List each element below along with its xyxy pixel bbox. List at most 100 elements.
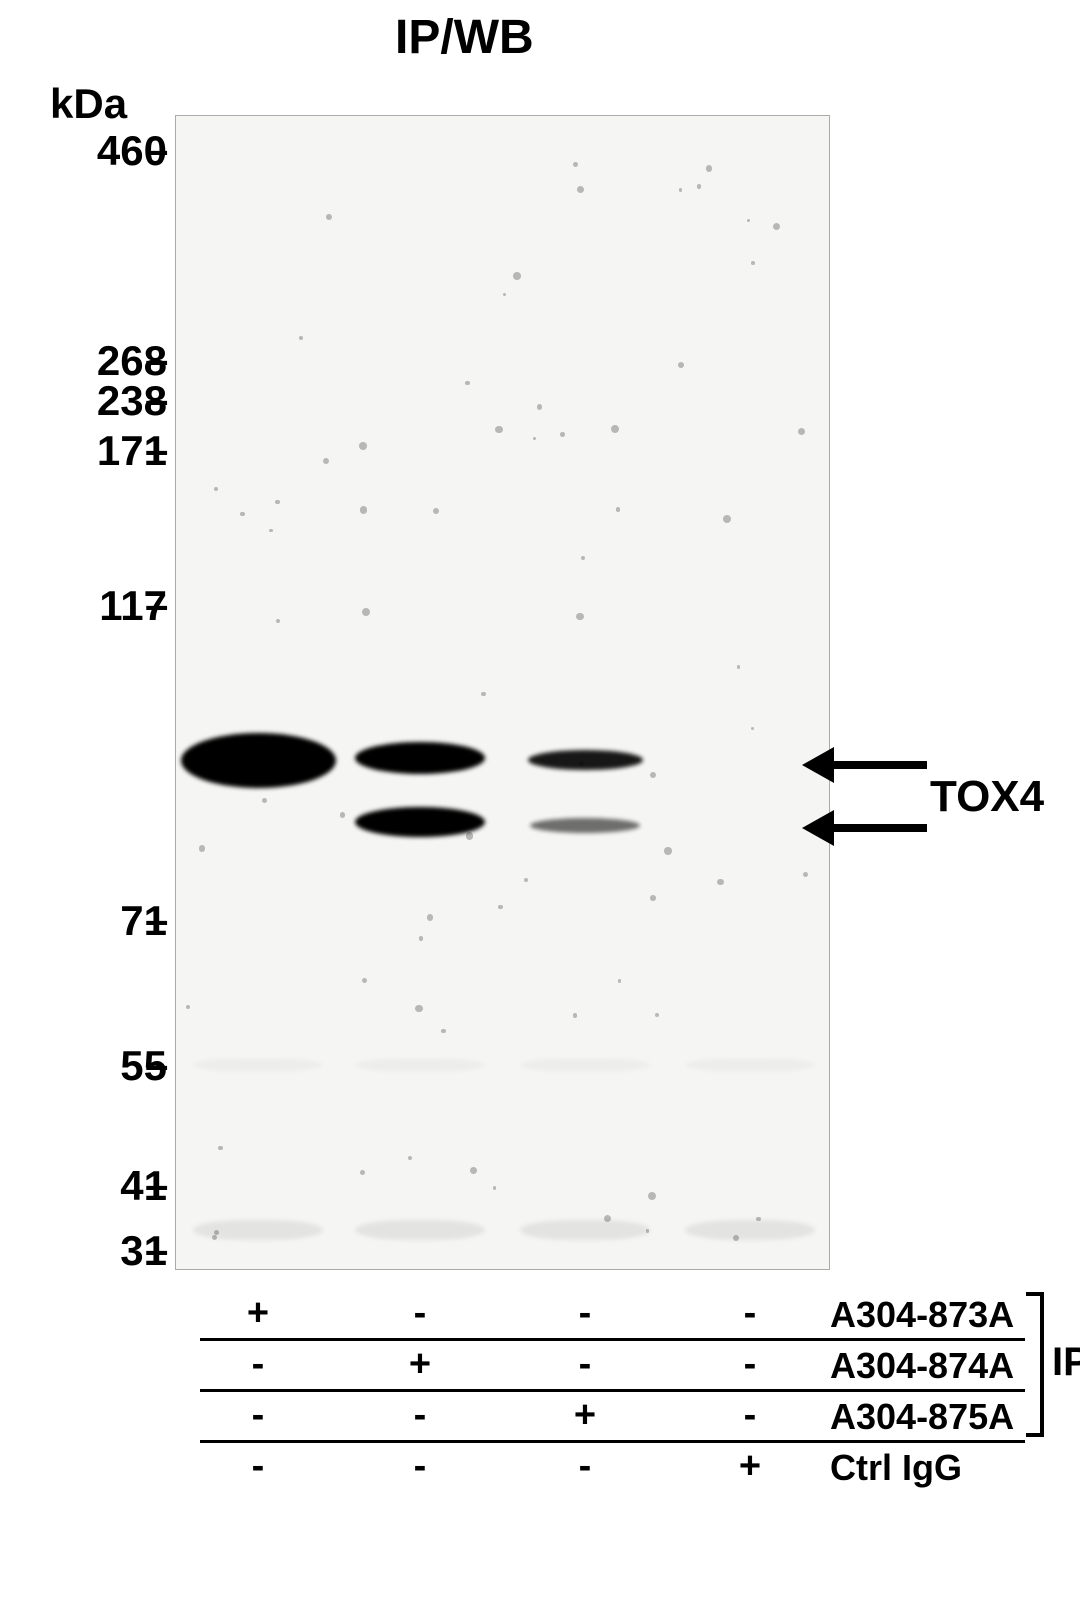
nonspecific-band bbox=[355, 1220, 485, 1240]
nonspecific-band bbox=[520, 1058, 650, 1072]
film-noise bbox=[262, 798, 267, 803]
mw-marker-dash: – bbox=[145, 376, 168, 424]
film-noise bbox=[573, 162, 578, 167]
film-noise bbox=[503, 293, 506, 296]
film-noise bbox=[276, 619, 280, 623]
protein-band bbox=[528, 750, 643, 770]
antibody-id: A304-875A bbox=[830, 1396, 1014, 1438]
film-noise bbox=[470, 1167, 477, 1174]
film-noise bbox=[751, 261, 755, 265]
lane-sign: - bbox=[570, 1445, 600, 1488]
nonspecific-band bbox=[193, 1058, 323, 1072]
ip-bracket-cap-bottom bbox=[1026, 1433, 1040, 1437]
film-noise bbox=[650, 895, 656, 901]
film-noise bbox=[537, 404, 543, 410]
film-noise bbox=[359, 442, 367, 450]
film-noise bbox=[616, 507, 620, 511]
film-noise bbox=[664, 847, 671, 854]
mw-marker-dash: – bbox=[145, 426, 168, 474]
film-noise bbox=[362, 608, 370, 616]
mw-marker-dash: – bbox=[145, 896, 168, 944]
lane-sign: - bbox=[570, 1343, 600, 1386]
film-noise bbox=[199, 845, 205, 851]
lane-sign: - bbox=[243, 1445, 273, 1488]
film-noise bbox=[415, 1005, 422, 1012]
film-noise bbox=[360, 1170, 365, 1175]
lane-sign: - bbox=[735, 1343, 765, 1386]
nonspecific-band bbox=[520, 1220, 650, 1240]
lane-sign: + bbox=[405, 1343, 435, 1386]
film-noise bbox=[427, 914, 433, 920]
film-noise bbox=[269, 529, 272, 532]
nonspecific-band bbox=[685, 1220, 815, 1240]
lane-sign: - bbox=[735, 1292, 765, 1335]
film-noise bbox=[323, 458, 329, 464]
film-noise bbox=[524, 878, 528, 882]
film-noise bbox=[756, 1217, 760, 1221]
ip-bracket-cap-top bbox=[1026, 1292, 1040, 1296]
film-noise bbox=[419, 936, 423, 940]
film-noise bbox=[513, 272, 521, 280]
lane-row-divider bbox=[200, 1389, 1025, 1392]
mw-marker-dash: – bbox=[145, 1041, 168, 1089]
film-noise bbox=[706, 165, 713, 172]
film-noise bbox=[737, 665, 741, 669]
band-arrow-head bbox=[802, 747, 834, 783]
film-noise bbox=[360, 506, 367, 513]
nonspecific-band bbox=[355, 1058, 485, 1072]
protein-band bbox=[355, 742, 485, 774]
ip-bracket-vertical bbox=[1040, 1292, 1044, 1437]
film-noise bbox=[577, 186, 584, 193]
lane-sign: - bbox=[570, 1292, 600, 1335]
film-noise bbox=[481, 692, 486, 697]
film-noise bbox=[498, 905, 502, 909]
film-noise bbox=[433, 508, 439, 514]
figure-title: IP/WB bbox=[395, 10, 534, 65]
film-noise bbox=[466, 832, 473, 839]
band-arrow-line bbox=[832, 824, 927, 832]
kda-axis-label: kDa bbox=[50, 80, 127, 128]
lane-sign: + bbox=[243, 1292, 273, 1335]
protein-band bbox=[181, 733, 336, 788]
lane-sign: - bbox=[405, 1292, 435, 1335]
lane-sign: - bbox=[735, 1394, 765, 1437]
film-noise bbox=[495, 426, 503, 434]
protein-band bbox=[355, 807, 485, 837]
antibody-id: A304-874A bbox=[830, 1345, 1014, 1387]
mw-marker-dash: – bbox=[145, 1161, 168, 1209]
lane-sign: + bbox=[735, 1445, 765, 1488]
film-noise bbox=[697, 184, 701, 188]
film-noise bbox=[646, 1229, 649, 1232]
nonspecific-band bbox=[685, 1058, 815, 1072]
mw-marker-dash: – bbox=[145, 1226, 168, 1274]
film-noise bbox=[240, 512, 245, 517]
lane-sign: - bbox=[243, 1394, 273, 1437]
antibody-id: Ctrl IgG bbox=[830, 1447, 962, 1489]
lane-sign: - bbox=[405, 1445, 435, 1488]
film-noise bbox=[441, 1029, 445, 1033]
target-protein-label: TOX4 bbox=[930, 772, 1044, 822]
mw-marker-dash: – bbox=[145, 581, 168, 629]
film-noise bbox=[648, 1192, 656, 1200]
film-noise bbox=[678, 362, 684, 368]
band-arrow-line bbox=[832, 761, 927, 769]
lane-row-divider bbox=[200, 1440, 1025, 1443]
lane-row-divider bbox=[200, 1338, 1025, 1341]
film-noise bbox=[733, 1235, 739, 1241]
lane-sign: + bbox=[570, 1394, 600, 1437]
mw-marker-dash: – bbox=[145, 126, 168, 174]
ip-group-label: IP bbox=[1052, 1340, 1080, 1385]
protein-band bbox=[530, 818, 640, 833]
western-blot-membrane bbox=[175, 115, 830, 1270]
film-noise bbox=[218, 1146, 222, 1150]
film-noise bbox=[326, 214, 332, 220]
film-noise bbox=[723, 515, 731, 523]
lane-sign: - bbox=[243, 1343, 273, 1386]
film-noise bbox=[581, 556, 585, 560]
film-noise bbox=[340, 812, 346, 818]
film-noise bbox=[717, 879, 723, 885]
film-noise bbox=[560, 432, 565, 437]
film-noise bbox=[573, 1013, 577, 1017]
antibody-id: A304-873A bbox=[830, 1294, 1014, 1336]
film-noise bbox=[212, 1235, 217, 1240]
